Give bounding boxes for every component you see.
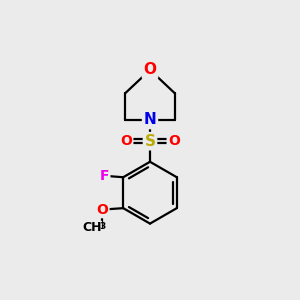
Text: F: F bbox=[99, 169, 109, 183]
Text: O: O bbox=[143, 62, 157, 77]
Text: O: O bbox=[96, 202, 108, 217]
Text: CH: CH bbox=[82, 221, 101, 234]
Text: O: O bbox=[120, 134, 132, 148]
Text: N: N bbox=[144, 112, 156, 128]
Text: S: S bbox=[145, 134, 155, 149]
Text: 3: 3 bbox=[100, 222, 106, 231]
Text: O: O bbox=[168, 134, 180, 148]
